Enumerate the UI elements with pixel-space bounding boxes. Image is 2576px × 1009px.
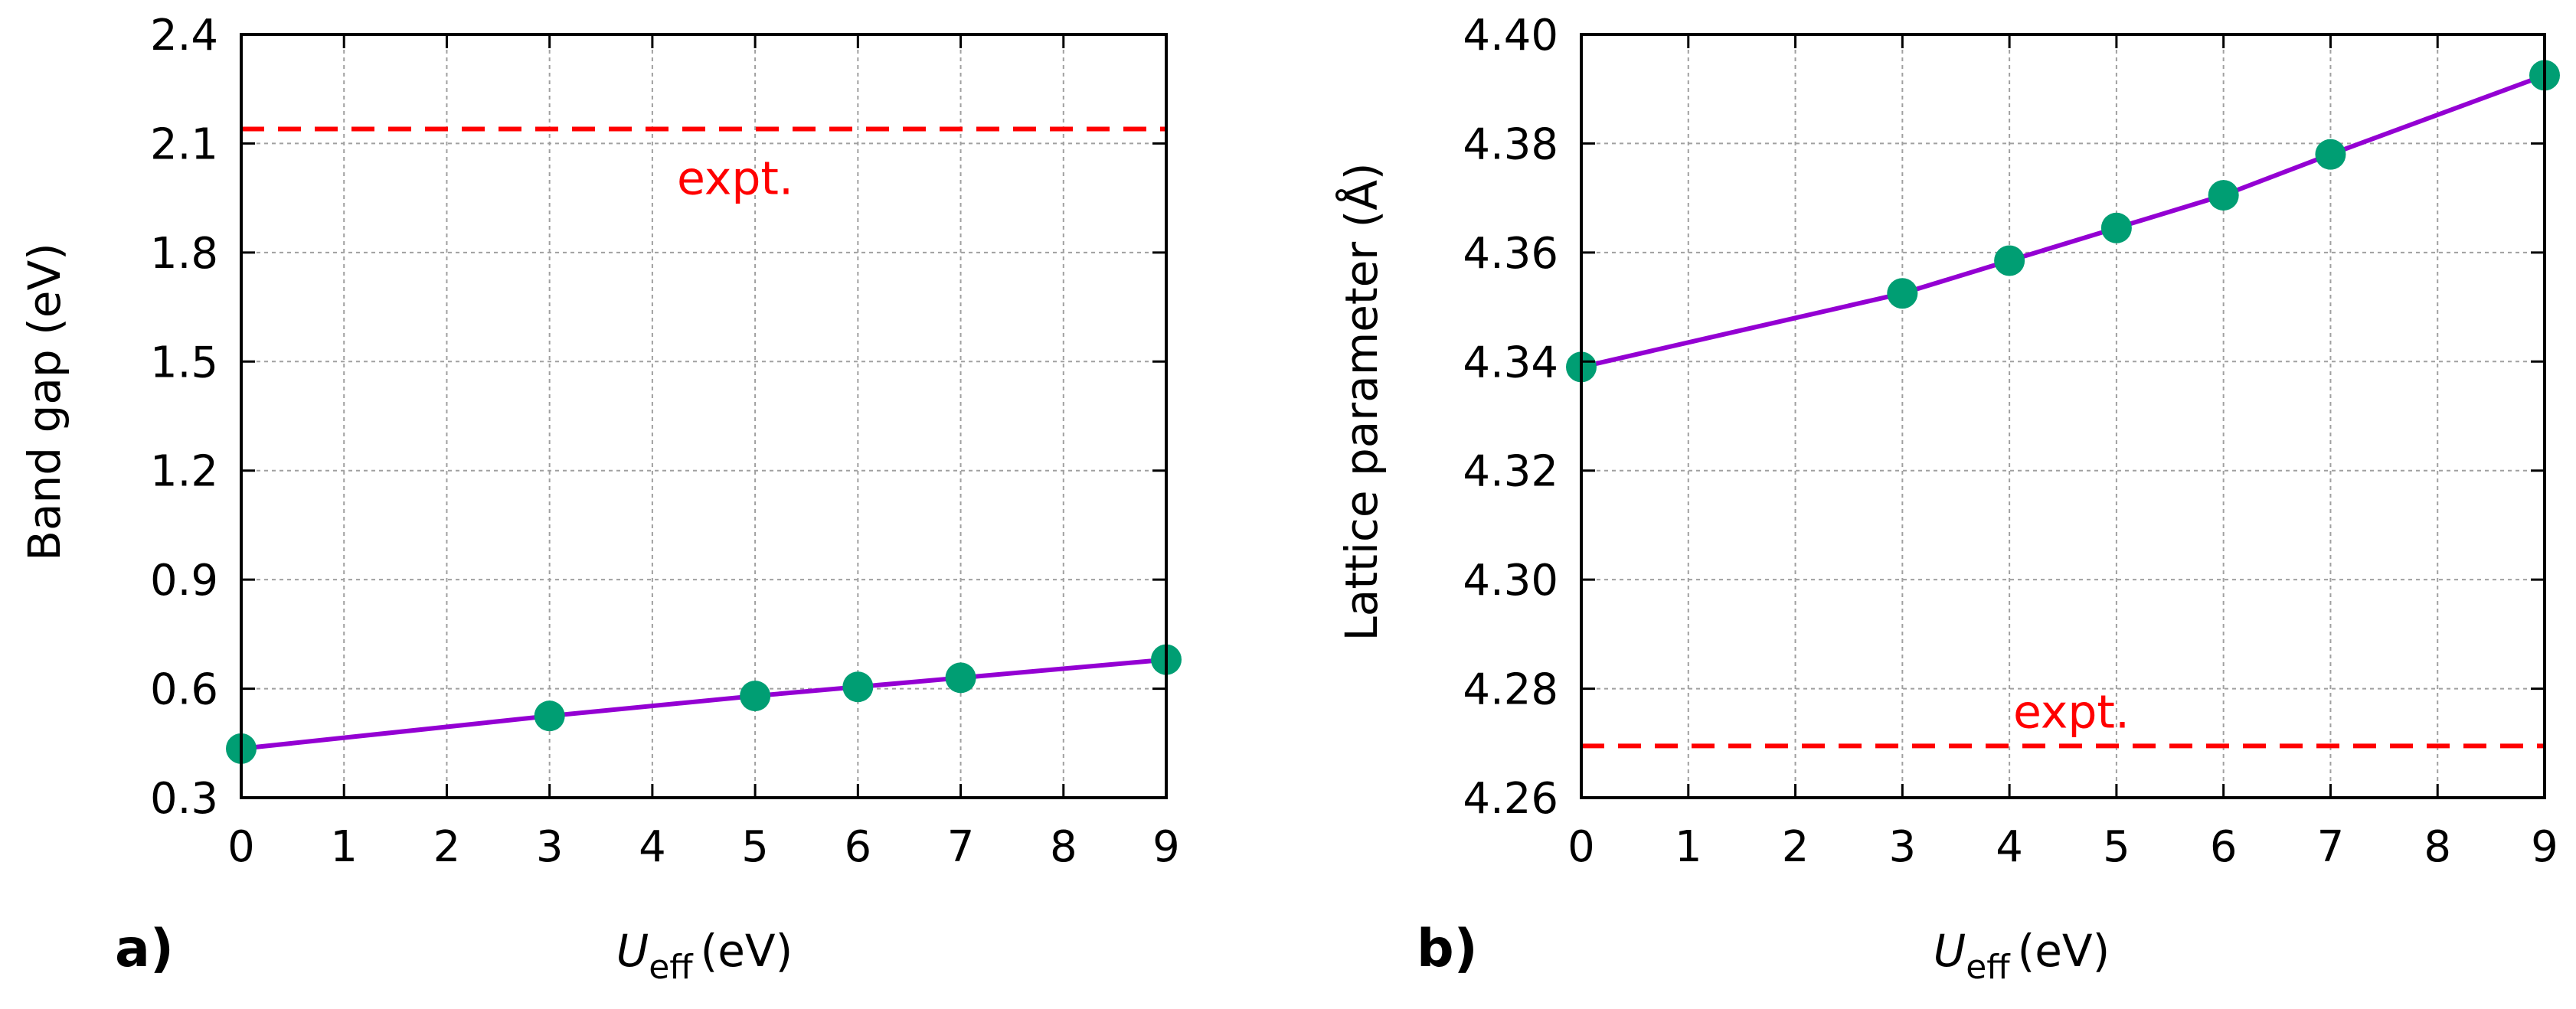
y-tick-label: 4.36 <box>1463 229 1558 279</box>
band-gap-x-axis-label: Ueff (eV) <box>616 925 793 987</box>
y-tick-label: 2.4 <box>150 11 218 60</box>
data-point <box>740 681 771 712</box>
data-point <box>2100 212 2132 243</box>
y-tick-label: 4.30 <box>1463 556 1558 606</box>
x-tick-label: 4 <box>1996 822 2023 872</box>
expt-label: expt. <box>2013 685 2130 739</box>
x-tick-label: 1 <box>330 822 358 872</box>
y-tick-label: 0.9 <box>150 556 218 606</box>
x-tick-label: 6 <box>845 822 872 872</box>
band-gap-ticks: 0 1 2 3 4 5 6 7 8 9 0.3 0.6 0.9 1.2 1.5 1.8 2.1 2.4 <box>150 11 1180 872</box>
x-tick-label: 9 <box>1152 822 1180 872</box>
panel-a-label: a) <box>115 919 174 979</box>
data-point <box>1887 278 1918 309</box>
x-tick-label: 2 <box>433 822 461 872</box>
y-tick-label: 4.34 <box>1463 338 1558 387</box>
x-tick-label: 5 <box>741 822 769 872</box>
x-tick-label: 0 <box>1568 822 1595 872</box>
x-tick-label: 8 <box>2424 822 2451 872</box>
data-point <box>1994 245 2025 276</box>
band-gap-grid <box>241 34 1166 798</box>
y-tick-label: 1.5 <box>150 338 218 387</box>
x-tick-label: 2 <box>1782 822 1809 872</box>
lattice-y-axis-label: Lattice parameter (Å) <box>1335 162 1388 641</box>
lattice-ticks: 0 1 2 3 4 5 6 7 8 9 4.26 4.28 4.30 4.32 4.34 4.36 4.38 4.… <box>1463 11 2558 872</box>
y-tick-label: 4.32 <box>1463 447 1558 497</box>
y-tick-label: 4.28 <box>1463 665 1558 715</box>
panel-b-label: b) <box>1417 919 1478 979</box>
axes-frame <box>240 33 1168 799</box>
x-tick-label: 3 <box>1889 822 1917 872</box>
y-tick-label: 0.6 <box>150 665 218 715</box>
series-line <box>1581 73 2546 370</box>
lattice-series <box>1566 60 2560 383</box>
y-tick-label: 4.26 <box>1463 774 1558 824</box>
y-tick-label: 1.2 <box>150 447 218 497</box>
lattice-grid <box>1581 34 2545 798</box>
x-tick-label: 6 <box>2210 822 2238 872</box>
lattice-axes-frame <box>1580 33 2546 799</box>
x-tick-label: 1 <box>1675 822 1702 872</box>
data-point <box>534 700 565 732</box>
expt-label: expt. <box>677 152 793 205</box>
x-tick-label: 0 <box>227 822 255 872</box>
band-gap-axes-frame <box>240 33 1168 799</box>
x-tick-label: 8 <box>1050 822 1077 872</box>
lattice-parameter-chart: expt. 0 1 2 3 4 5 6 7 8 9 4.26 4.28 4.30 4.32 4.34 4.36… <box>1335 11 2560 987</box>
band-gap-y-axis-label: Band gap (eV) <box>18 243 70 561</box>
lattice-reference: expt. <box>1581 685 2545 749</box>
y-tick-label: 1.8 <box>150 229 218 279</box>
y-tick-label: 2.1 <box>150 119 218 169</box>
x-tick-label: 5 <box>2103 822 2130 872</box>
data-point <box>945 662 976 694</box>
x-tick-label: 7 <box>2317 822 2345 872</box>
x-tick-label: 7 <box>947 822 975 872</box>
data-point <box>842 671 874 703</box>
x-tick-label: 9 <box>2531 822 2558 872</box>
y-tick-label: 0.3 <box>150 774 218 824</box>
band-gap-chart: expt. 0 1 2 3 4 5 6 7 8 9 0.3 0.6 0.9 1.2 1.5 1.8 2.1 2.4… <box>18 11 1182 987</box>
band-gap-reference: expt. <box>241 126 1166 205</box>
y-tick-label: 4.40 <box>1463 11 1558 60</box>
x-tick-label: 3 <box>536 822 564 872</box>
series-line <box>240 657 1167 751</box>
y-tick-label: 4.38 <box>1463 119 1558 169</box>
data-point <box>2315 139 2346 170</box>
axes-frame <box>1580 33 2546 799</box>
lattice-x-axis-label: Ueff (eV) <box>1934 925 2110 987</box>
band-gap-series <box>226 644 1182 764</box>
x-tick-label: 4 <box>639 822 666 872</box>
data-point <box>2208 180 2239 211</box>
